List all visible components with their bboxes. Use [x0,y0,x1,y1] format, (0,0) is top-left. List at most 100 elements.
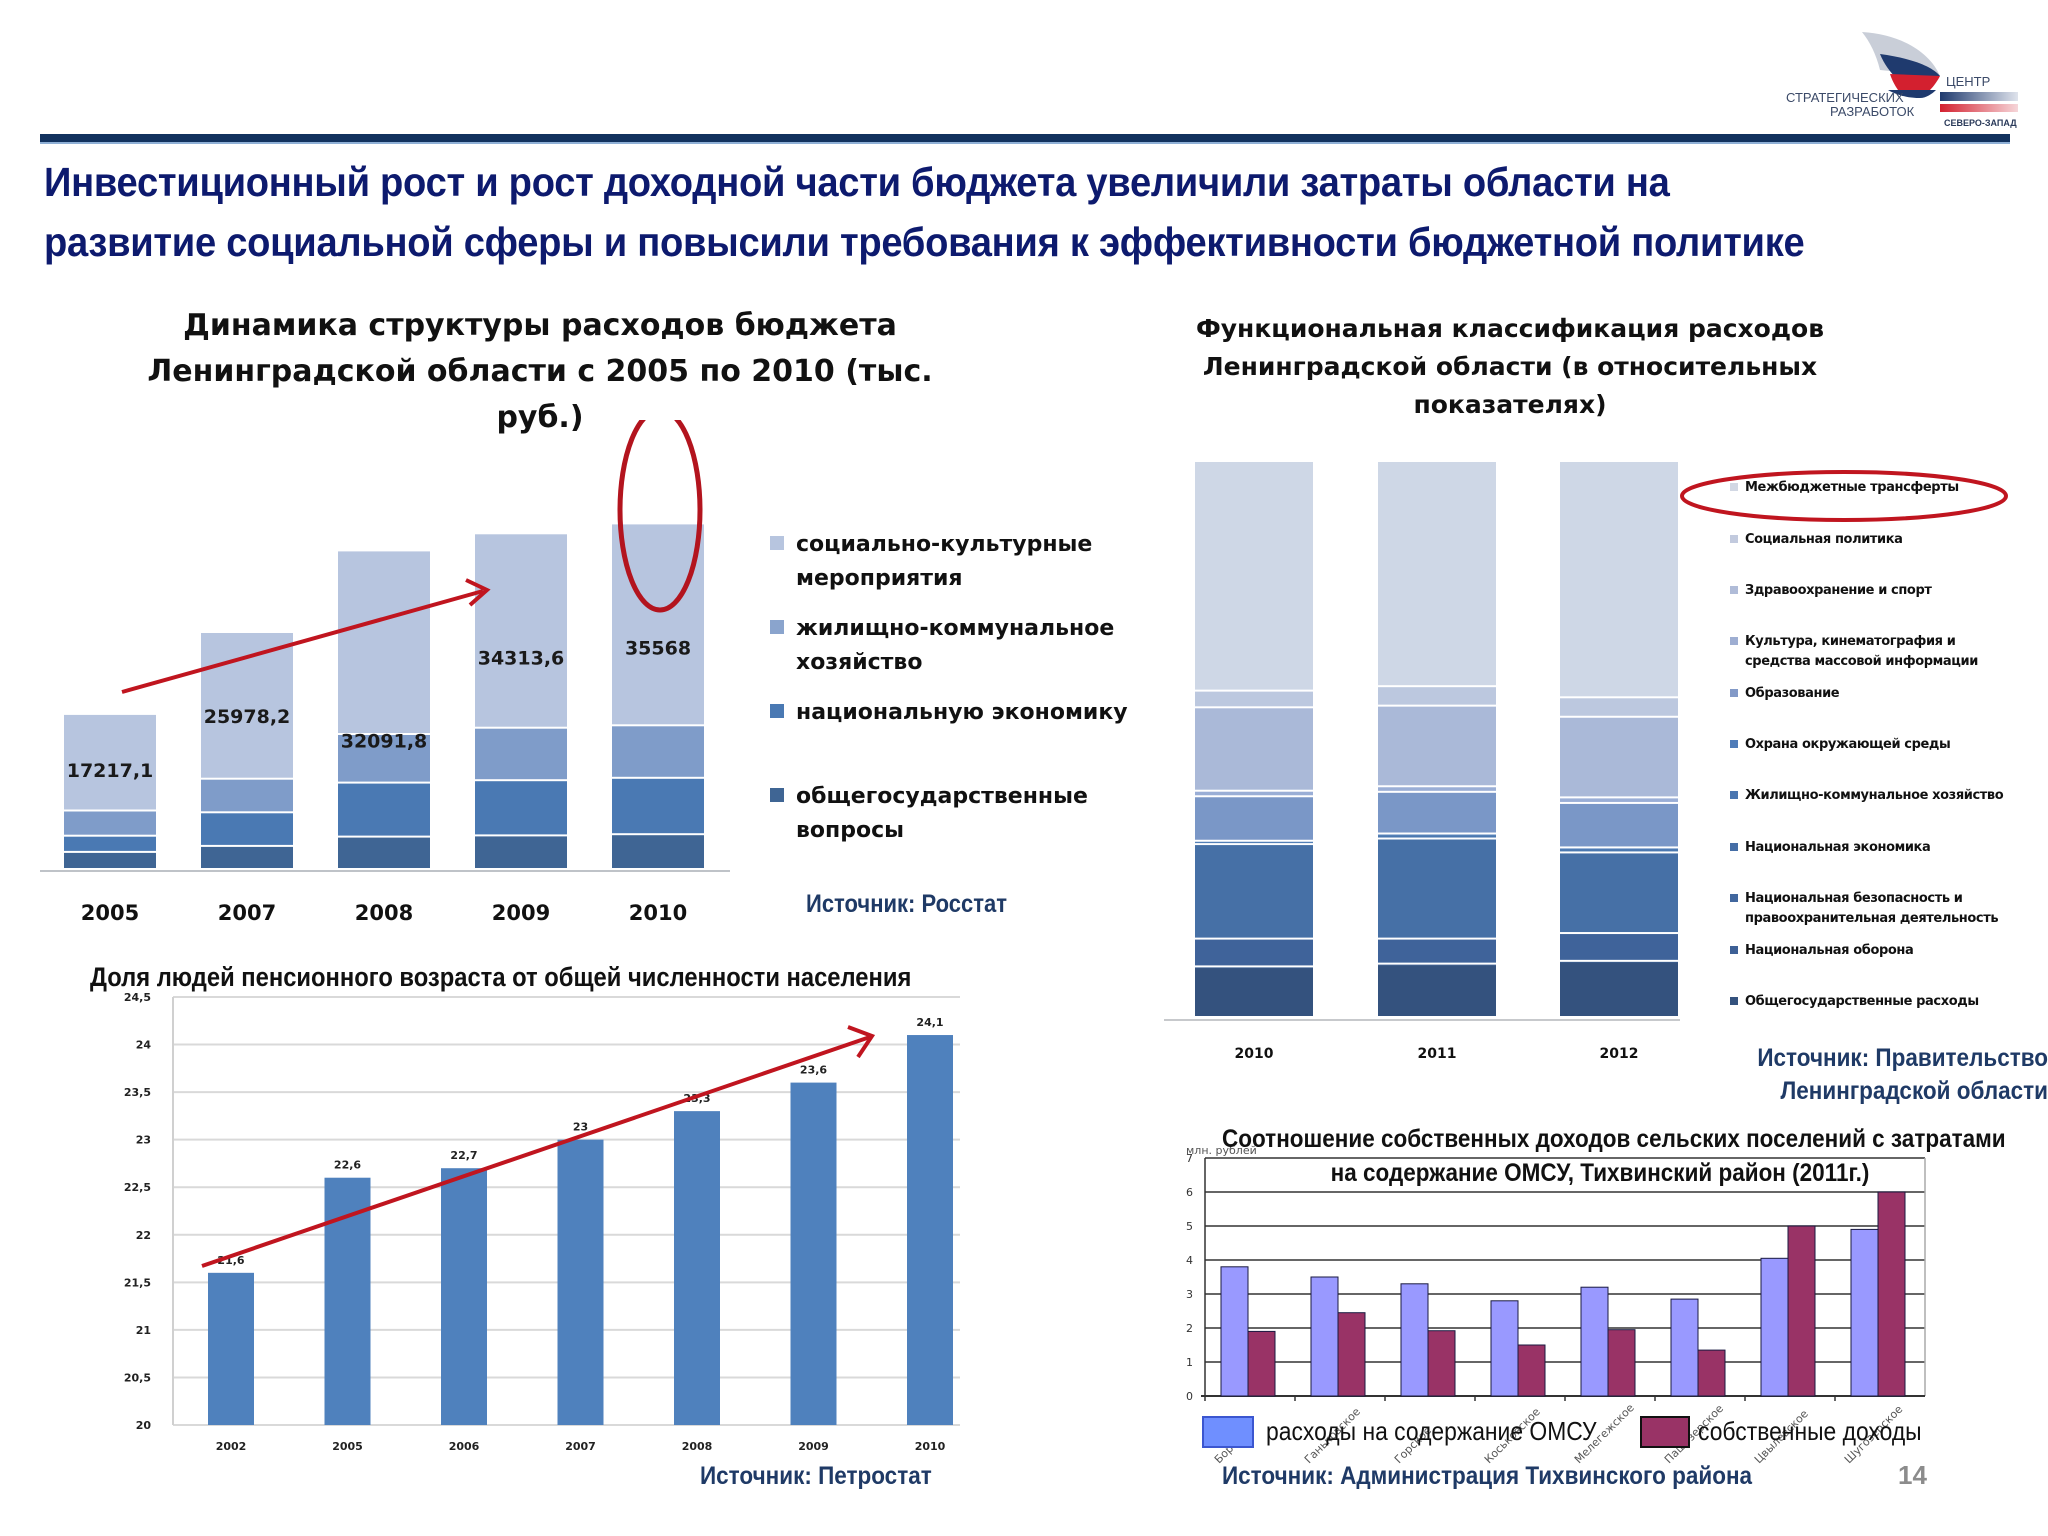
header-divider-highlight [40,142,2010,144]
header-divider [40,134,2010,142]
legend-label: Национальная оборона [1745,943,1914,958]
bar-segment [1560,934,1678,960]
bar [1400,1283,1429,1397]
bar-segment [1378,706,1496,786]
bar [1697,1349,1726,1397]
bar-segment [475,836,567,868]
legend-label: Национальная безопасность и правоохраните… [1745,891,1999,926]
bar [1607,1329,1636,1397]
functional-classification-chart: 2010 2011 2012 [1164,462,1680,1062]
bar-segment [1195,841,1313,843]
bar-segment [612,835,704,868]
bar-segment [201,779,293,812]
x-tick-label: 2012 [1600,1046,1639,1062]
pension-chart-source: Источник: Петростат [700,1462,932,1490]
legend-label: расходы на содержание ОМСУ [1266,1416,1597,1446]
bar [1670,1298,1699,1397]
bar-segment [1378,835,1496,838]
bar [1580,1286,1609,1397]
x-tick-label: 2010 [1235,1046,1274,1062]
legend-swatch [770,704,784,718]
bar-segment [338,735,430,782]
bar-segment [1378,462,1496,686]
x-tick-label: 2009 [798,1440,829,1453]
y-tick-label: 23 [136,1134,151,1147]
highlight-ellipse-2010 [617,420,703,613]
functional-legend-item: Социальная политика [1730,530,1903,550]
x-tick-label: 2007 [218,901,276,925]
bar-segment [1195,939,1313,966]
bar [1850,1228,1879,1397]
data-label: 17217,1 [67,760,154,782]
functional-legend-item: Национальная экономика [1730,838,1931,858]
bar-segment [475,534,567,727]
legend-label: социально-культурные мероприятия [796,532,1093,591]
rural-settlements-chart: млн. рублей01234567БорскоеГаньковскоеГор… [1186,1144,1926,1466]
bar-segment [1195,791,1313,796]
y-tick-label: 1 [1186,1356,1193,1369]
functional-legend-item: Здравоохранение и спорт [1730,581,1932,601]
bar-segment [1560,798,1678,802]
bar-segment [64,811,156,835]
functional-source-line-1: Источник: Правительство [1757,1044,2048,1072]
x-tick-label: 2009 [492,901,550,925]
bar-segment [64,852,156,868]
budget-legend-item-economy: национальную экономику [770,696,1128,730]
legend-swatch [1730,894,1738,902]
legend-label: Охрана окружающей среды [1745,737,1951,752]
rural-chart-title: Соотношение собственных доходов сельских… [1180,1122,2020,1190]
legend-label: Социальная политика [1745,532,1903,547]
y-tick-label: 23,5 [124,1086,151,1099]
legend-label: собственные доходы [1698,1416,1922,1446]
legend-label: Образование [1745,686,1840,701]
bar [1760,1257,1789,1397]
bar-segment [1378,839,1496,938]
legend-label: общегосударственные вопросы [796,784,1088,843]
legend-swatch [770,788,784,802]
bar-segment [1378,965,1496,1016]
legend-label: Жилищно-коммунальное хозяйство [1745,788,2004,803]
pension-share-chart: 2020,52121,52222,52323,52424,521,6200222… [124,991,960,1453]
bar-segment [1195,691,1313,707]
slide-title: Инвестиционный рост и рост доходной част… [44,152,1885,272]
functional-chart-title: Функциональная классификация расходов Ле… [1170,310,1850,424]
x-tick-label: 2008 [355,901,413,925]
bar-segment [1560,853,1678,933]
functional-chart-title-line-1: Функциональная классификация расходов [1195,314,1825,343]
functional-legend-item: Межбюджетные трансферты [1730,478,1959,498]
y-tick-label: 5 [1186,1220,1193,1233]
bar [1490,1300,1519,1397]
bar-segment [1560,961,1678,963]
functional-legend-item: Общегосударственные расходы [1730,992,1979,1012]
legend-label: Культура, кинематография и средства массо… [1745,634,1978,669]
bar-segment [201,846,293,868]
functional-legend-item: Культура, кинематография и средства массо… [1730,632,1978,672]
bar-segment [612,524,704,725]
bar-segment [1195,842,1313,844]
x-tick-label: 2010 [915,1440,946,1453]
bar-segment [338,837,430,868]
bar-segment [1560,717,1678,797]
y-tick-label: 6 [1186,1186,1193,1199]
bar [1220,1266,1249,1397]
functional-chart-source: Источник: Правительство Ленинградской об… [1688,1042,2048,1108]
legend-label: Межбюджетные трансферты [1745,480,1959,495]
bar-segment [1195,797,1313,840]
legend-swatch [1730,843,1738,851]
x-tick-label: 2007 [565,1440,596,1453]
y-tick-label: 2 [1186,1322,1193,1335]
budget-legend-item-housing: жилищно-коммунальное хозяйство [770,612,1114,680]
bar-segment [1378,687,1496,705]
bar-segment [475,728,567,780]
legend-swatch [1730,689,1738,697]
bar [790,1082,837,1425]
y-tick-label: 24 [136,1039,152,1052]
legend-swatch [1730,997,1738,1005]
bar-segment [1195,967,1313,969]
bar [1877,1191,1906,1397]
bar [557,1139,604,1425]
slide-title-line-1: Инвестиционный рост и рост доходной част… [44,159,1670,205]
y-tick-label: 0 [1186,1390,1193,1403]
csr-logo: ЦЕНТР СТРАТЕГИЧЕСКИХ РАЗРАБОТОК СЕВЕРО-З… [1780,14,2030,128]
data-label: 34313,6 [478,647,565,669]
